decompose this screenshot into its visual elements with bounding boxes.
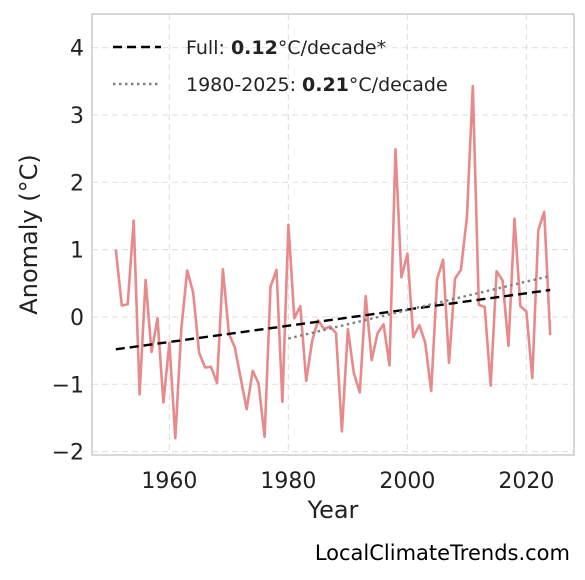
anomaly-line	[114, 84, 552, 440]
x-tick-label: 1960	[141, 469, 197, 494]
legend-entry: 1980-2025: 0.21°C/decade	[186, 74, 448, 96]
y-tick-label: 3	[70, 104, 84, 129]
y-axis-title: Anomaly (°C)	[15, 154, 43, 314]
x-axis-ticks: 1960 1980 2000 2020	[141, 469, 554, 494]
y-axis-ticks: −2 −1 0 1 2 3 4	[52, 37, 84, 466]
x-tick-label: 2000	[379, 469, 435, 494]
x-tick-label: 2020	[498, 469, 554, 494]
y-tick-label: −2	[52, 441, 84, 466]
y-tick-label: 2	[70, 171, 84, 196]
plot-frame	[91, 13, 575, 456]
legend: Full: 0.12°C/decade* 1980-2025: 0.21°C/de…	[113, 37, 448, 96]
watermark-text: LocalClimateTrends.com	[315, 541, 570, 565]
y-tick-label: 4	[70, 37, 84, 62]
legend-entry: Full: 0.12°C/decade*	[186, 37, 386, 59]
full-trend-line	[115, 288, 551, 351]
y-tick-label: 0	[70, 306, 84, 331]
x-tick-label: 1980	[260, 469, 316, 494]
series-layer	[114, 84, 552, 440]
recent-trend-line	[288, 274, 551, 340]
x-axis-title: Year	[307, 496, 359, 524]
y-tick-label: 1	[70, 239, 84, 264]
y-tick-label: −1	[52, 373, 84, 398]
